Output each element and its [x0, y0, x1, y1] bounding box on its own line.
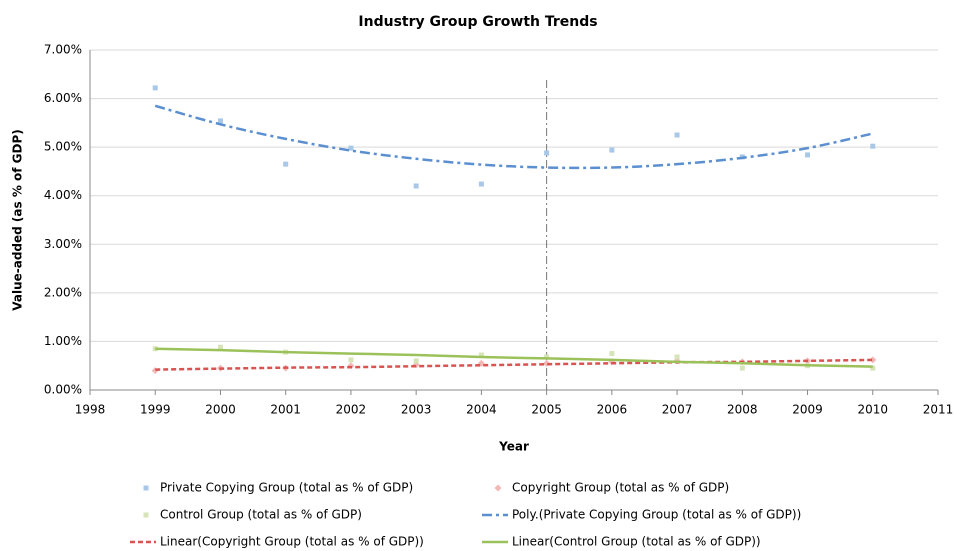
x-axis-label: Year [498, 440, 529, 454]
y-tick-label: 4.00% [44, 188, 82, 202]
x-tick-label: 2005 [531, 403, 562, 417]
x-tick-label: 2000 [205, 403, 236, 417]
point [413, 183, 419, 189]
point [544, 150, 550, 156]
trend-line [155, 347, 873, 368]
x-tick-label: 1999 [140, 403, 171, 417]
point [217, 344, 223, 350]
point [544, 354, 550, 360]
point [869, 356, 877, 364]
point [674, 354, 680, 360]
y-tick-label: 3.00% [44, 237, 82, 251]
chart-title: Industry Group Growth Trends [358, 14, 597, 30]
point [805, 152, 811, 158]
point [870, 143, 876, 149]
trend-line [155, 358, 873, 371]
point [413, 358, 419, 364]
point [283, 161, 289, 167]
point [609, 147, 615, 153]
point [152, 85, 158, 91]
point [739, 365, 745, 371]
x-tick-label: 2001 [270, 403, 301, 417]
y-axis-label: Value-added (as % of GDP) [11, 129, 25, 311]
x-tick-label: 2007 [662, 403, 693, 417]
x-tick-label: 2011 [923, 403, 954, 417]
y-tick-label: 0.00% [44, 383, 82, 397]
y-tick-label: 2.00% [44, 285, 82, 299]
x-tick-label: 2006 [597, 403, 628, 417]
legend-marker [143, 485, 149, 491]
x-tick-label: 1998 [75, 403, 106, 417]
y-tick-label: 1.00% [44, 334, 82, 348]
legend-label: Control Group (total as % of GDP) [160, 508, 362, 522]
legend-marker [494, 484, 502, 492]
point [870, 365, 876, 371]
legend-label: Private Copying Group (total as % of GDP… [160, 481, 413, 495]
point [674, 132, 680, 138]
x-tick-label: 2004 [466, 403, 497, 417]
x-tick-label: 2002 [336, 403, 367, 417]
legend-label: Linear(Copyright Group (total as % of GD… [160, 535, 424, 549]
legend-label: Poly.(Private Copying Group (total as % … [512, 508, 801, 522]
legend-label: Linear(Control Group (total as % of GDP)… [512, 535, 761, 549]
point [348, 357, 354, 363]
point [217, 118, 223, 124]
legend-marker [143, 512, 149, 518]
y-tick-label: 6.00% [44, 91, 82, 105]
trend-line [154, 104, 874, 170]
y-tick-label: 5.00% [44, 140, 82, 154]
point [478, 352, 484, 358]
x-tick-label: 2003 [401, 403, 432, 417]
legend-label: Copyright Group (total as % of GDP) [512, 481, 729, 495]
point [609, 351, 615, 357]
y-tick-label: 7.00% [44, 43, 82, 57]
x-tick-label: 2008 [727, 403, 758, 417]
x-tick-label: 2009 [792, 403, 823, 417]
point [478, 181, 484, 187]
x-tick-label: 2010 [857, 403, 888, 417]
point [348, 145, 354, 151]
